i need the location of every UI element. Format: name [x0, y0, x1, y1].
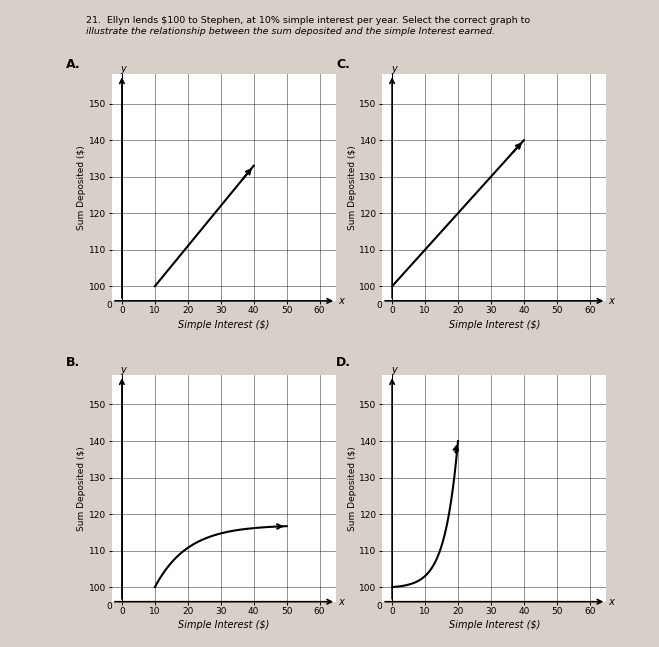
- Y-axis label: Sum Deposited ($): Sum Deposited ($): [348, 146, 357, 230]
- Text: C.: C.: [336, 58, 350, 71]
- X-axis label: Simple Interest ($): Simple Interest ($): [449, 620, 540, 630]
- Text: 0: 0: [106, 301, 112, 310]
- Text: x: x: [606, 296, 615, 306]
- Text: A.: A.: [66, 58, 80, 71]
- Text: x: x: [336, 296, 345, 306]
- Text: y: y: [121, 65, 127, 74]
- Text: x: x: [336, 597, 345, 607]
- Text: 0: 0: [106, 602, 112, 611]
- X-axis label: Simple Interest ($): Simple Interest ($): [179, 320, 270, 329]
- Text: x: x: [606, 597, 615, 607]
- Text: illustrate the relationship between the sum deposited and the simple Interest ea: illustrate the relationship between the …: [86, 27, 495, 36]
- Y-axis label: Sum Deposited ($): Sum Deposited ($): [348, 446, 357, 531]
- Text: D.: D.: [336, 356, 351, 369]
- Text: y: y: [391, 366, 397, 375]
- Y-axis label: Sum Deposited ($): Sum Deposited ($): [78, 146, 86, 230]
- Text: y: y: [391, 65, 397, 74]
- Text: 0: 0: [376, 301, 382, 310]
- Text: 0: 0: [376, 602, 382, 611]
- Text: B.: B.: [66, 356, 80, 369]
- X-axis label: Simple Interest ($): Simple Interest ($): [449, 320, 540, 329]
- X-axis label: Simple Interest ($): Simple Interest ($): [179, 620, 270, 630]
- Y-axis label: Sum Deposited ($): Sum Deposited ($): [78, 446, 86, 531]
- Text: 21.  Ellyn lends $100 to Stephen, at 10% simple interest per year. Select the co: 21. Ellyn lends $100 to Stephen, at 10% …: [86, 16, 530, 25]
- Text: y: y: [121, 366, 127, 375]
